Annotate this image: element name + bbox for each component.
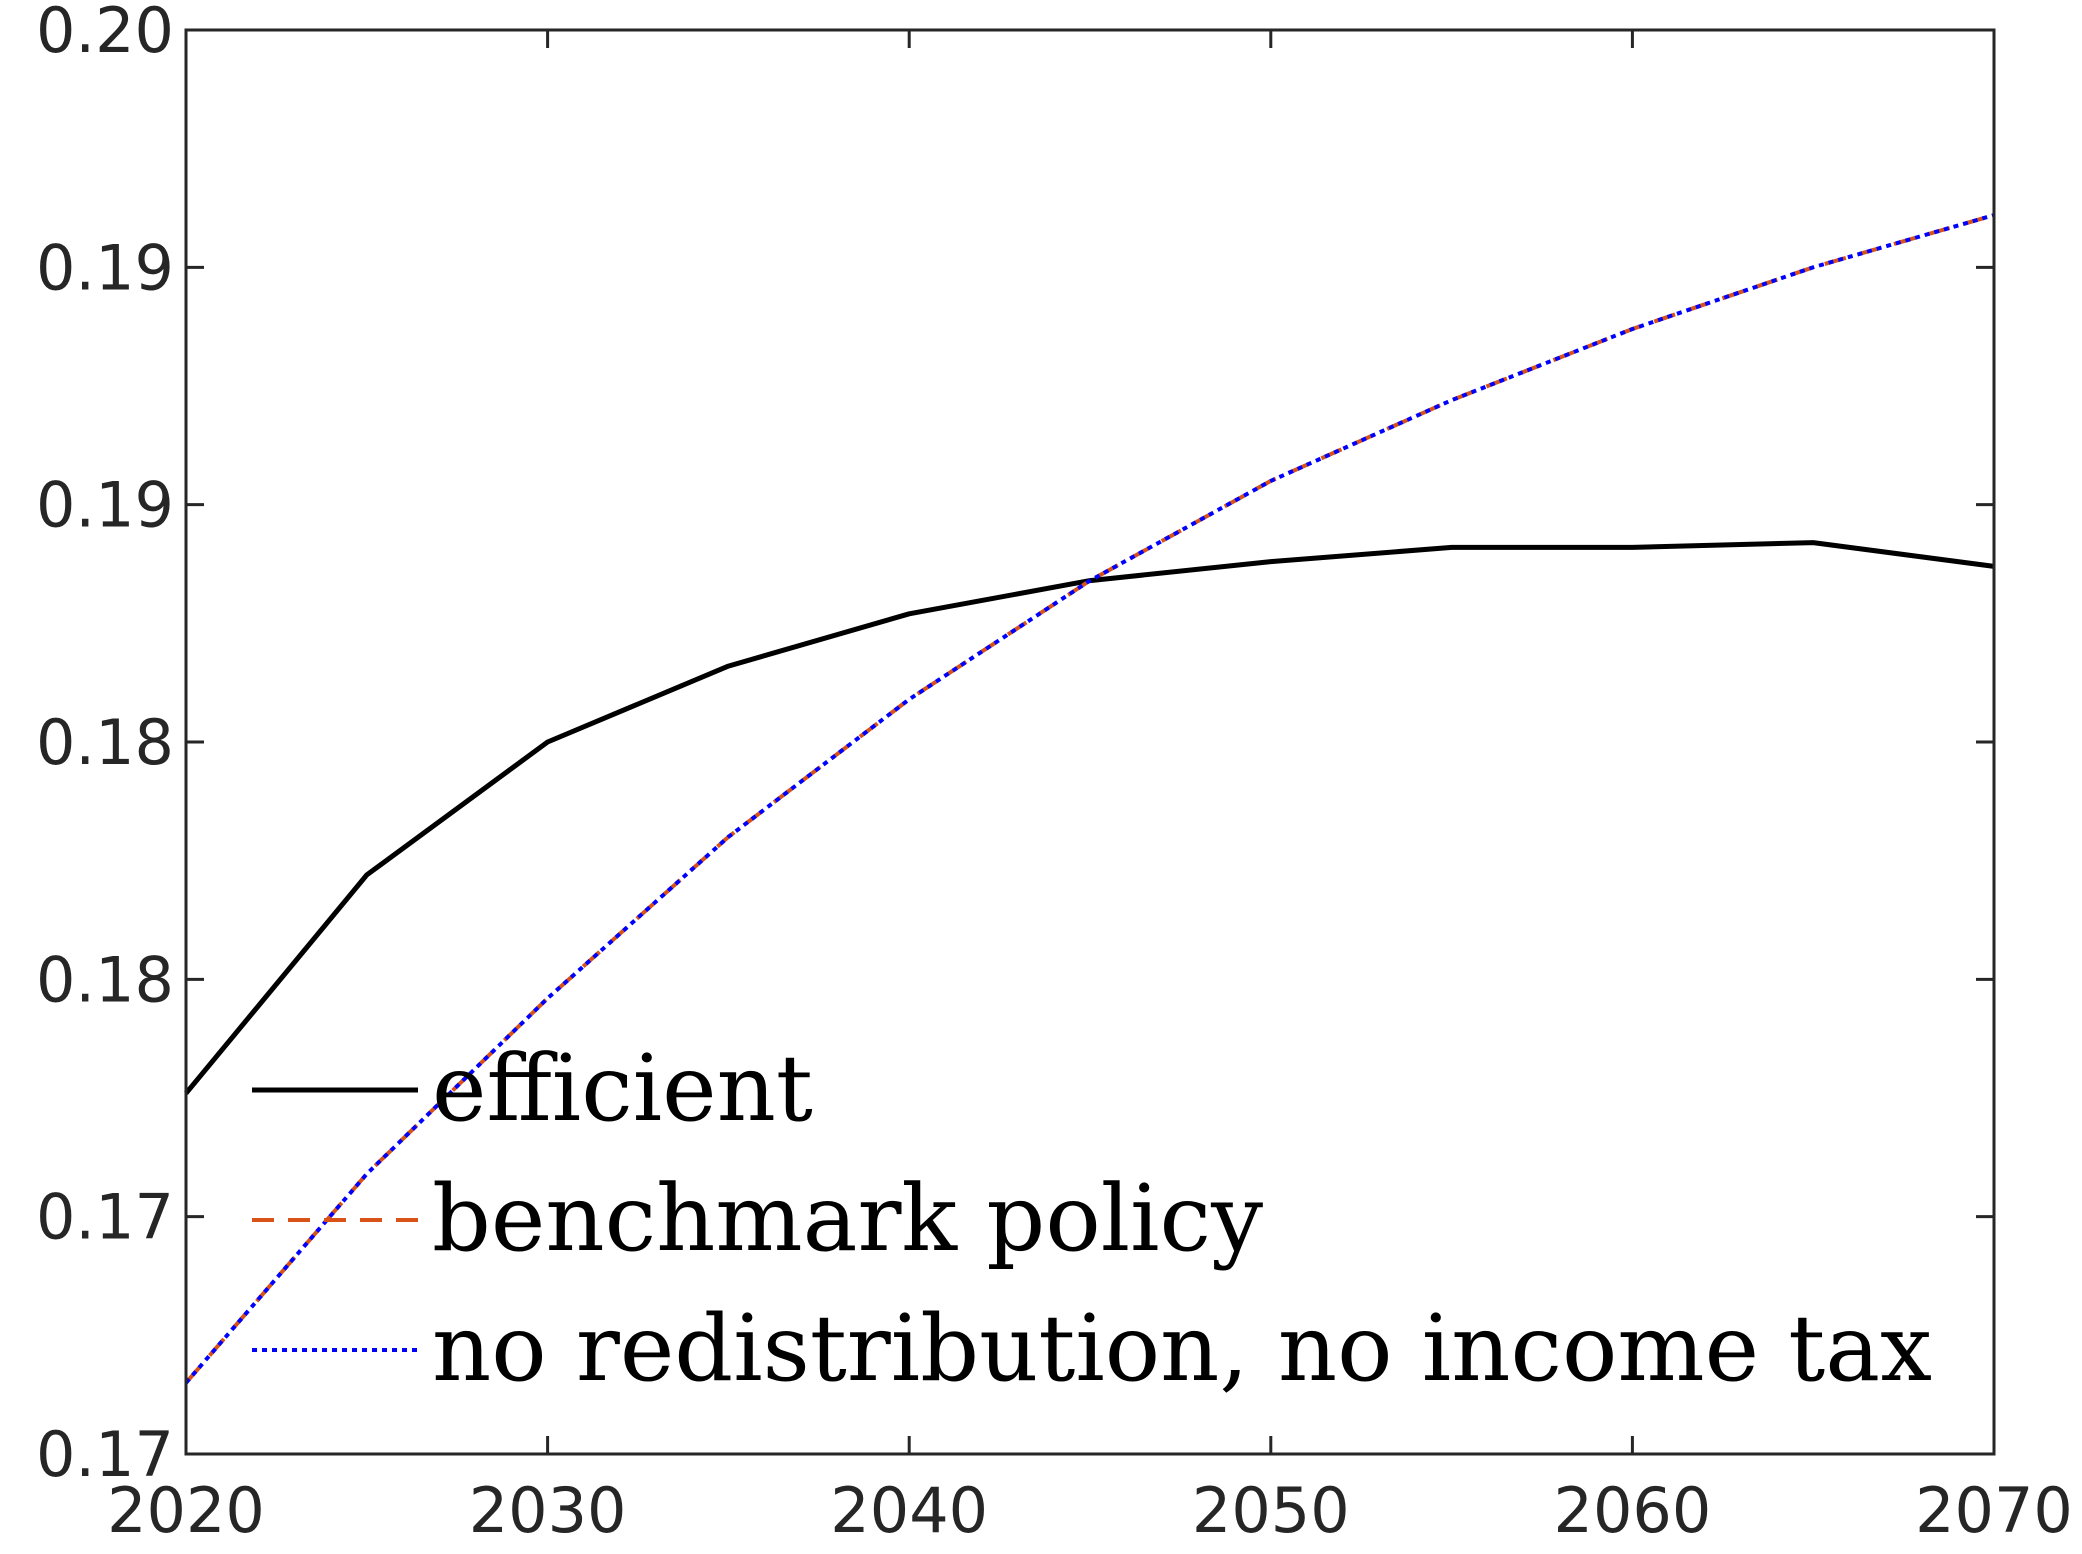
y-tick-label: 0.18 [36, 943, 174, 1016]
legend-label-1: benchmark policy [432, 1165, 1263, 1272]
legend: efficient benchmark policy no redistributi… [252, 1035, 1932, 1402]
x-tick-label: 2060 [1554, 1474, 1712, 1547]
y-tick-label: 0.17 [36, 1181, 174, 1254]
x-tick-label: 2030 [469, 1474, 627, 1547]
x-tick-label: 2070 [1915, 1474, 2073, 1547]
y-tick-label: 0.19 [36, 469, 174, 542]
x-tick-label: 2020 [107, 1474, 265, 1547]
x-tick-label: 2050 [1192, 1474, 1350, 1547]
y-tick-label: 0.18 [36, 706, 174, 779]
legend-label-2: no redistribution, no income tax [432, 1295, 1932, 1402]
legend-label-0: efficient [432, 1035, 813, 1142]
y-tick-label: 0.20 [36, 0, 174, 67]
x-tick-label: 2040 [830, 1474, 988, 1547]
series-layer [184, 213, 1995, 1385]
ticks-layer: 2020 2030 2040 2050 2060 2070 0.17 0.17 0.18 0.18… [36, 0, 2073, 1547]
y-tick-label: 0.19 [36, 231, 174, 304]
series-line-2 [184, 213, 1995, 1385]
y-tick-label: 0.17 [36, 1418, 174, 1491]
